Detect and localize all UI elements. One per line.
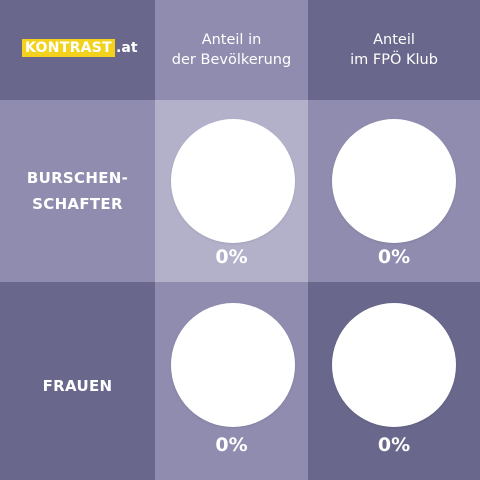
column-header-line2: der Bevölkerung <box>171 52 292 68</box>
pie-slice-1 <box>171 119 295 243</box>
pie-cell-1: 0% <box>155 100 308 282</box>
column-header-fpo-klub: Anteil im FPÖ Klub <box>308 0 480 100</box>
row-label-cell-frauen: FRAUEN <box>0 282 155 480</box>
pie-slice-2 <box>332 119 456 243</box>
column-header-line1: Anteil <box>373 32 415 48</box>
row-label-cell-burschenschafter: BURSCHEN- SCHAFTER <box>0 100 155 282</box>
pie-slice-4 <box>332 303 456 427</box>
row-label-line1: BURSCHEN- <box>26 169 129 187</box>
pie-chart-1 <box>171 119 295 243</box>
logo-brand: KONTRAST <box>22 39 116 57</box>
pie-label-1: 0% <box>215 246 248 268</box>
pie-cell-2: 0% <box>308 100 480 282</box>
column-header-line2: im FPÖ Klub <box>350 52 438 68</box>
pie-cell-3: 0% <box>155 282 308 480</box>
pie-chart-3 <box>171 303 295 427</box>
pie-cell-4: 0% <box>308 282 480 480</box>
column-header-line1: Anteil in <box>201 32 262 48</box>
logo-tld: .at <box>116 40 138 56</box>
pie-chart-2 <box>332 119 456 243</box>
pie-label-2: 0% <box>377 246 411 268</box>
logo-cell: KONTRAST .at <box>0 0 155 100</box>
row-label-line2: SCHAFTER <box>32 195 123 213</box>
pie-label-4: 0% <box>377 434 411 456</box>
pie-slice-3 <box>171 303 295 427</box>
column-header-population: Anteil in der Bevölkerung <box>155 0 308 100</box>
logo: KONTRAST .at <box>22 39 138 57</box>
pie-label-3: 0% <box>215 434 248 456</box>
pie-chart-4 <box>332 303 456 427</box>
row-label-line1: FRAUEN <box>42 377 113 395</box>
